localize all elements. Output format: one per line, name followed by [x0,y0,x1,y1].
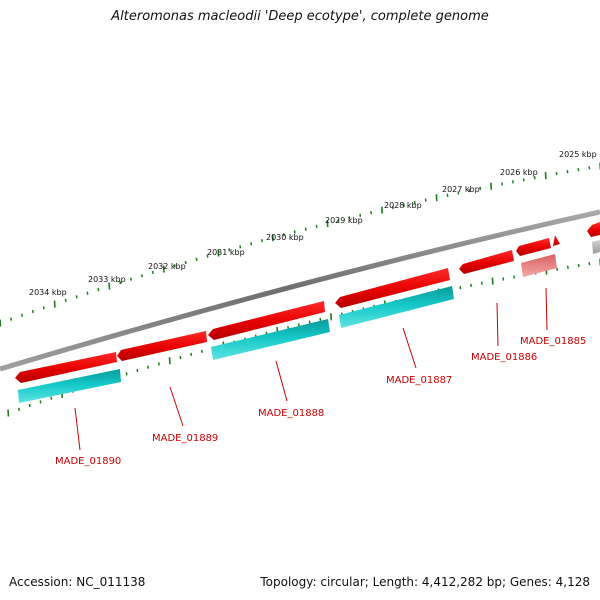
leader-made-01886 [496,302,499,347]
kbp-label-2025: 2025 kbp [559,150,597,159]
gene-arrow-small-forward[interactable] [553,235,560,246]
leader-made-01885 [545,287,548,331]
leader-made-01888 [275,360,288,402]
gene-arrow-made-01886[interactable] [459,250,514,274]
kbp-label-2033: 2033 kbp [88,275,126,284]
gene-block-made-01890[interactable] [18,369,121,403]
gene-arrow-made-01889[interactable] [117,331,207,361]
kbp-label-2032: 2032 kbp [148,262,186,271]
gene-label-made-01890[interactable]: MADE_01890 [55,456,121,467]
leader-made-01890 [74,407,81,451]
reverse-strand-genes [18,254,557,403]
map-title: Alteromonas macleodii 'Deep ecotype', co… [111,9,489,24]
gene-label-made-01886[interactable]: MADE_01886 [471,352,537,363]
kbp-label-2028: 2028 kbp [384,201,422,210]
gene-label-made-01885[interactable]: MADE_01885 [520,336,586,347]
gene-label-made-01887[interactable]: MADE_01887 [386,375,452,386]
kbp-label-2034: 2034 kbp [29,288,67,297]
accession-text: Accession: NC_011138 [9,575,146,589]
genome-summary-text: Topology: circular; Length: 4,412,282 bp… [260,575,590,589]
label-leader-lines [74,287,548,451]
kbp-label-2026: 2026 kbp [500,168,538,177]
gene-arrow-made-01888[interactable] [208,301,325,340]
gene-arrow-made-01890[interactable] [15,352,117,383]
gene-label-made-01889[interactable]: MADE_01889 [152,433,218,444]
gene-label-group: MADE_01885 MADE_01886 MADE_01887 MADE_01… [55,336,586,467]
gene-block-edge-grey[interactable] [592,240,600,254]
gene-block-made-01887[interactable] [339,286,454,328]
kbp-label-2031: 2031 kbp [207,248,245,257]
forward-strand-genes [15,222,600,383]
kbp-label-group: 2025 kbp 2026 kbp 2027 kbp 2028 kbp 2029… [29,150,597,297]
gene-arrow-made-01887[interactable] [335,268,450,308]
outer-tick-ring [0,162,600,327]
gene-arrow-edge-forward[interactable] [587,222,600,237]
kbp-label-2027: 2027 kbp [442,185,480,194]
genome-backbone [0,209,600,372]
kbp-label-2030: 2030 kbp [266,233,304,242]
gene-block-made-01888[interactable] [211,319,330,360]
gene-block-made-01885[interactable] [521,254,557,277]
gene-label-made-01888[interactable]: MADE_01888 [258,408,324,419]
gene-arrow-made-01885[interactable] [516,238,551,256]
kbp-label-2029: 2029 kbp [325,216,363,225]
leader-made-01887 [402,327,417,369]
leader-made-01889 [169,386,184,427]
